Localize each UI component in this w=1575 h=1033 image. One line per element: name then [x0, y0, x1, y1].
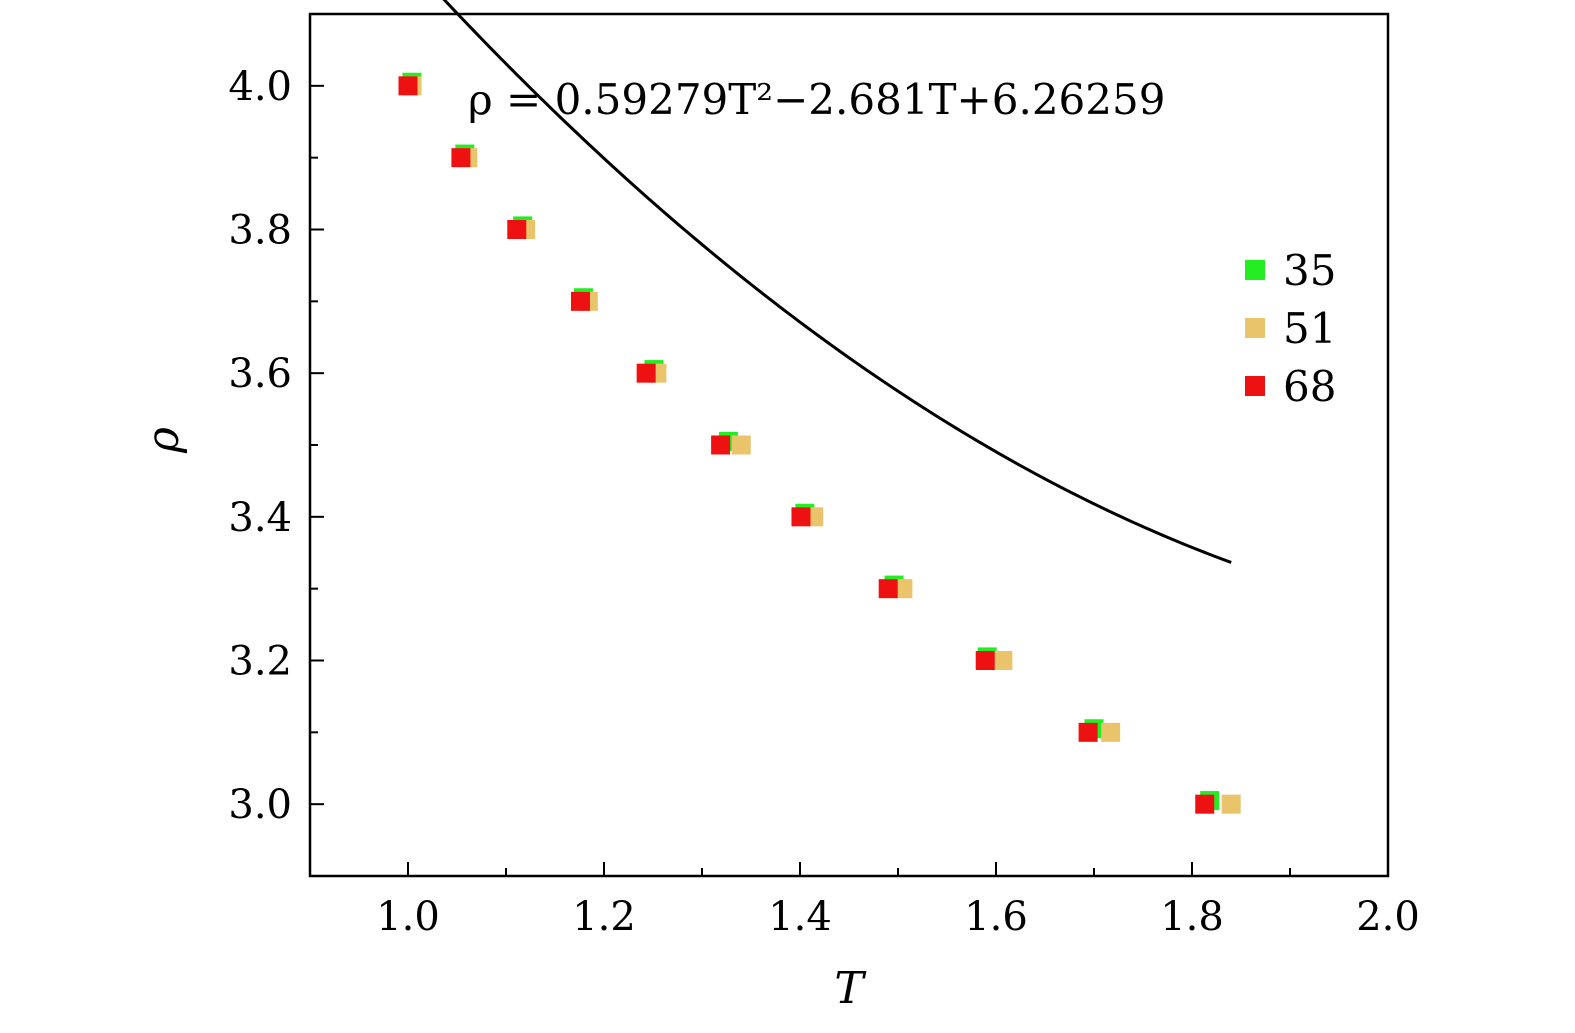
- x-tick-label: 1.0: [376, 894, 440, 940]
- fit-curve: [442, 0, 1232, 564]
- legend-label-51: 51: [1283, 304, 1336, 353]
- marker-68: [975, 651, 995, 670]
- legend-label-68: 68: [1283, 362, 1336, 411]
- marker-68: [636, 363, 656, 383]
- x-axis-title: T: [834, 963, 867, 1014]
- tick-labels: 1.0 1.2 1.4 1.6 1.8 2.0 3.0 3.2 3.4 3.6 3.8 4.0: [228, 64, 1419, 940]
- y-tick-label: 4.0: [228, 64, 292, 110]
- x-tick-label: 1.6: [964, 894, 1028, 940]
- y-tick-label: 3.4: [228, 495, 292, 541]
- marker-68: [398, 76, 418, 96]
- legend: 35 51 68: [1245, 246, 1336, 411]
- x-tick-label: 1.8: [1160, 894, 1224, 940]
- legend-swatch-35: [1245, 260, 1265, 280]
- fit-equation-annotation: ρ = 0.59279T²−2.681T+6.26259: [468, 75, 1165, 124]
- marker-68: [711, 435, 731, 455]
- marker-51: [731, 435, 751, 455]
- x-tick-label: 1.4: [768, 894, 832, 940]
- y-axis-title: ρ: [138, 427, 189, 454]
- marker-68: [791, 507, 811, 527]
- marker-51: [993, 651, 1013, 670]
- marker-51: [893, 579, 913, 599]
- marker-68: [878, 579, 898, 599]
- markers: [398, 72, 1241, 814]
- plot-frame: [308, 12, 1390, 878]
- legend-swatch-68: [1245, 376, 1265, 396]
- y-tick-label: 3.8: [228, 208, 292, 254]
- marker-68: [451, 148, 471, 168]
- marker-51: [1221, 794, 1241, 814]
- marker-68: [570, 291, 590, 311]
- y-tick-label: 3.6: [228, 351, 292, 397]
- ticks: [309, 13, 1389, 877]
- y-tick-label: 3.0: [228, 782, 292, 828]
- marker-68: [507, 220, 527, 239]
- marker-51: [1101, 722, 1121, 742]
- y-tick-label: 3.2: [228, 639, 292, 685]
- x-tick-label: 2.0: [1356, 894, 1420, 940]
- marker-68: [1078, 722, 1098, 742]
- marker-68: [1195, 794, 1215, 814]
- x-tick-label: 1.2: [572, 894, 636, 940]
- legend-label-35: 35: [1283, 246, 1336, 295]
- legend-swatch-51: [1245, 318, 1265, 338]
